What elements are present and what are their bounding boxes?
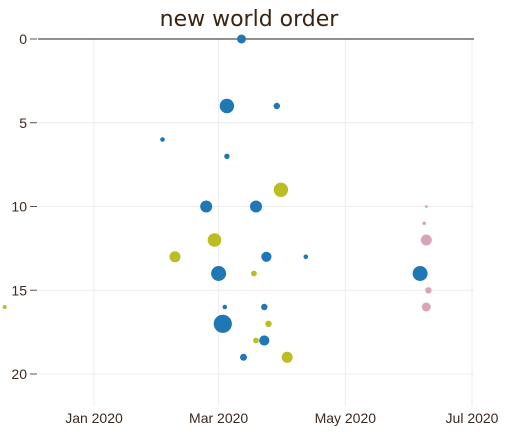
data-point — [420, 234, 432, 246]
data-point — [240, 353, 247, 361]
data-point — [303, 254, 309, 260]
data-point — [207, 233, 222, 247]
data-point — [281, 351, 293, 363]
x-tick-label: May 2020 — [315, 410, 377, 426]
data-point — [273, 102, 280, 110]
data-point — [259, 335, 270, 346]
y-tick-label: 5 — [19, 115, 27, 131]
data-point — [169, 251, 181, 263]
data-point — [160, 137, 165, 142]
data-point — [421, 302, 431, 312]
data-point — [213, 314, 232, 333]
data-point — [211, 266, 227, 281]
y-tick-label: 10 — [11, 199, 27, 215]
data-point — [422, 221, 427, 226]
data-point — [265, 320, 272, 327]
data-point — [222, 304, 228, 310]
y-tick-label: 15 — [11, 282, 27, 298]
y-tick-label: 20 — [11, 366, 27, 382]
data-point — [200, 200, 213, 213]
data-point — [2, 305, 7, 309]
x-tick-label: Jul 2020 — [446, 410, 499, 426]
data-point — [253, 337, 259, 344]
data-point — [224, 153, 230, 159]
data-point — [412, 266, 428, 281]
x-tick-label: Jan 2020 — [65, 410, 123, 426]
data-point — [261, 251, 272, 262]
data-points — [2, 34, 432, 363]
data-point — [237, 34, 246, 44]
data-point — [250, 200, 262, 213]
x-tick-label: Mar 2020 — [189, 410, 248, 426]
grid — [38, 38, 474, 406]
data-point — [424, 205, 428, 208]
chart-title: new world order — [160, 7, 340, 32]
data-point — [219, 98, 235, 114]
y-tick-label: 0 — [19, 31, 27, 47]
data-point — [425, 287, 432, 294]
axes: Jan 2020 Mar 2020 May 2020 Jul 2020 0 5 10 15 20 — [11, 31, 498, 426]
data-point — [251, 270, 257, 277]
data-point — [273, 182, 289, 197]
data-point — [261, 303, 268, 311]
